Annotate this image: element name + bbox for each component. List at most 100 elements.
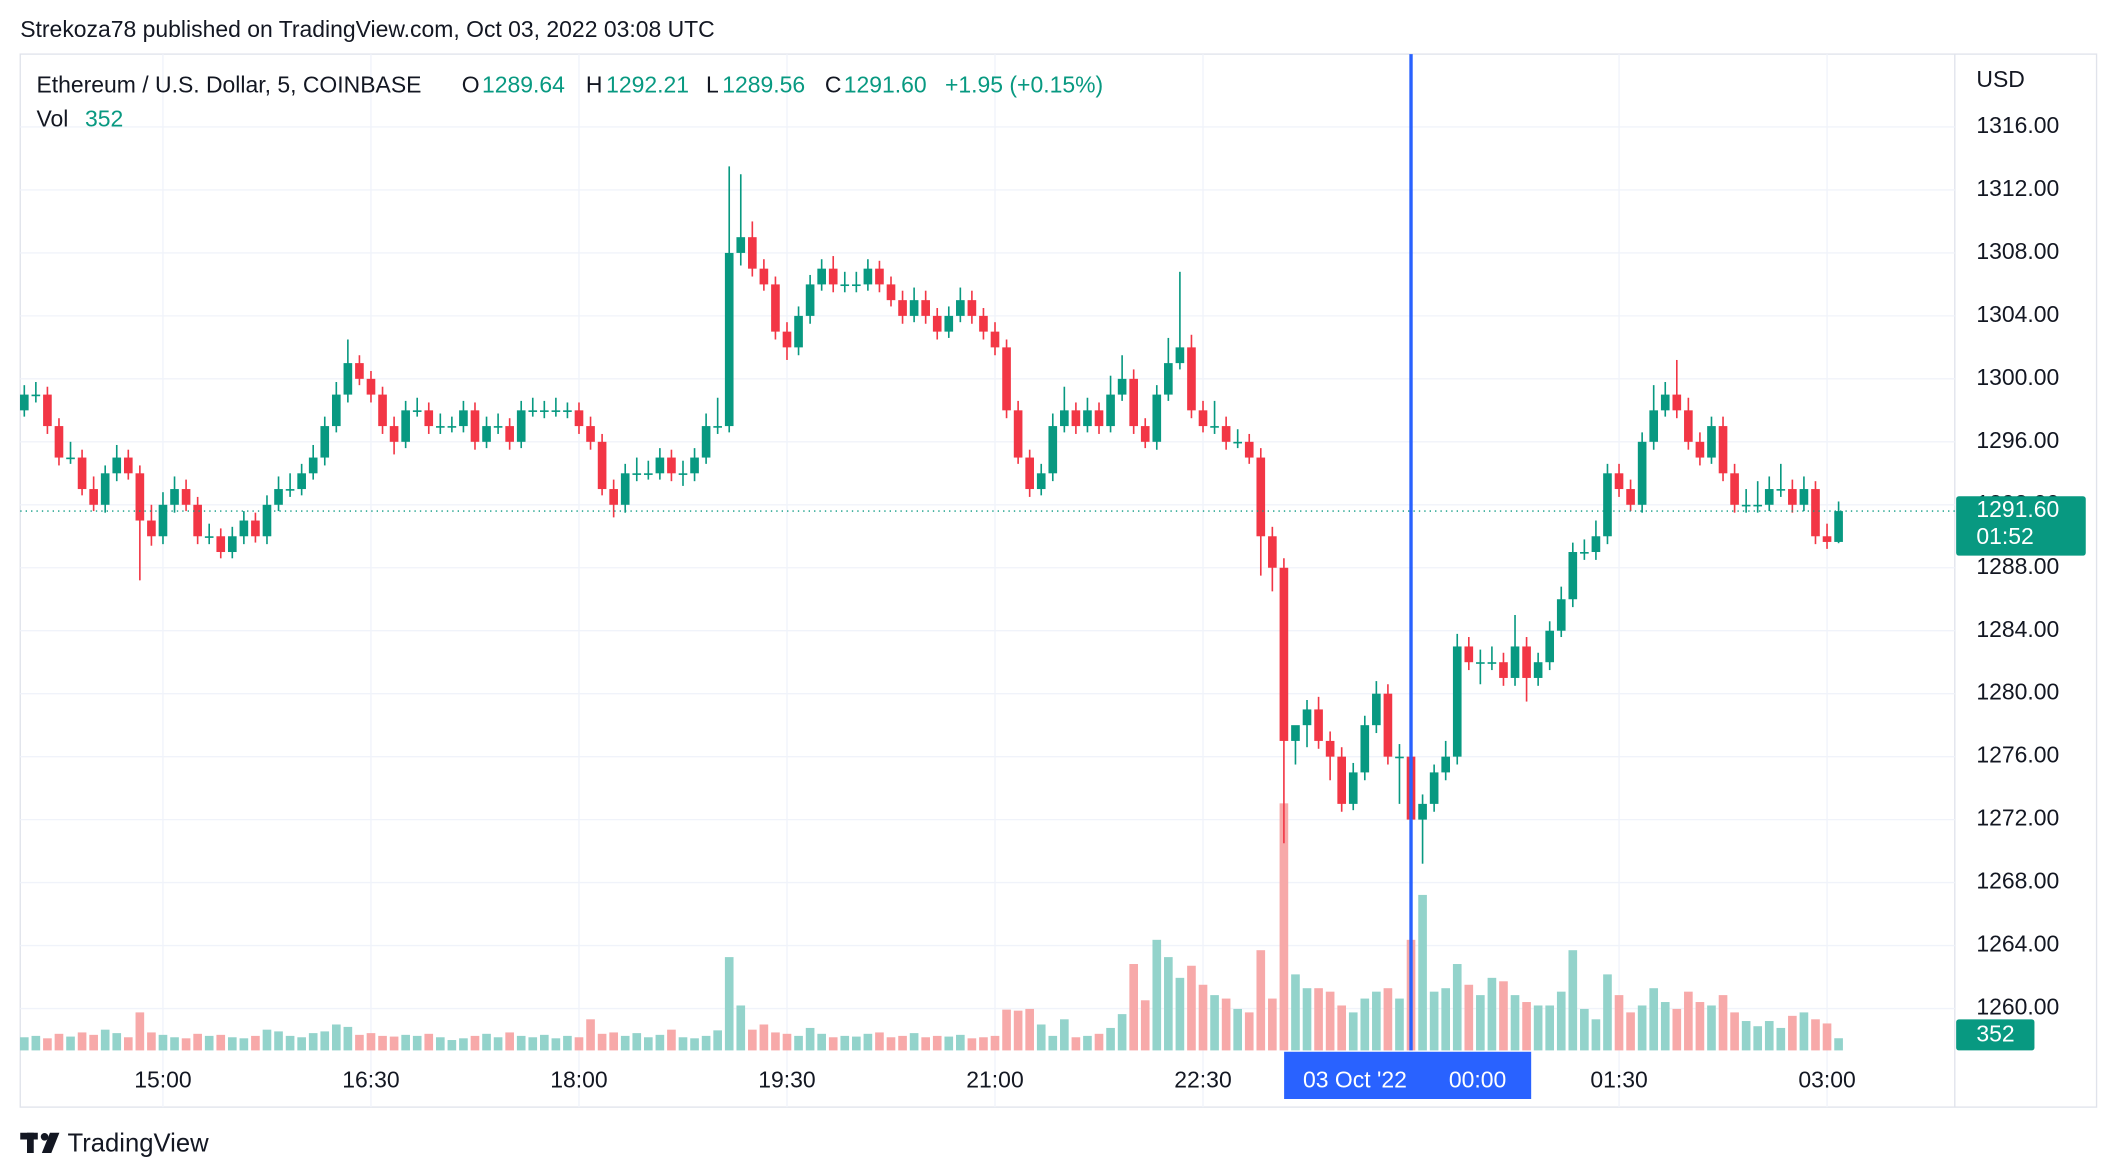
y-tick-label: 1276.00 xyxy=(1976,742,2059,768)
volume-bar xyxy=(1487,977,1497,1051)
candle-body xyxy=(1129,378,1138,427)
volume-bar xyxy=(886,1037,896,1051)
volume-bar xyxy=(644,1037,653,1051)
candle-body xyxy=(251,520,260,537)
y-tick-label: 1272.00 xyxy=(1976,805,2059,831)
candle-body xyxy=(748,237,757,269)
y-tick-label: 1300.00 xyxy=(1976,364,2059,390)
candle-body xyxy=(77,457,87,490)
volume-bar xyxy=(1152,939,1162,1051)
candle-body xyxy=(956,300,965,316)
volume-bar xyxy=(1048,1035,1058,1051)
candle-body xyxy=(840,284,850,287)
volume-bar xyxy=(1348,1012,1358,1051)
candle-body xyxy=(852,284,861,287)
candle-body xyxy=(1117,378,1127,395)
volume-bar xyxy=(239,1038,249,1051)
candle-body xyxy=(609,489,618,505)
x-tick-label: 22:30 xyxy=(1174,1067,1231,1093)
volume-bar xyxy=(1753,1026,1763,1051)
volume-bar xyxy=(1476,995,1485,1051)
volume-bar xyxy=(181,1038,191,1051)
candle-body xyxy=(308,457,318,474)
volume-bar xyxy=(227,1037,237,1051)
volume-bar xyxy=(1556,991,1566,1051)
candle-body xyxy=(1626,489,1635,505)
volume-bar xyxy=(1776,1027,1786,1051)
volume-bar xyxy=(1418,894,1427,1051)
currency: USD xyxy=(1976,66,2024,92)
candle-body xyxy=(1556,599,1566,631)
header: Strekoza78 published on TradingView.com,… xyxy=(20,16,715,42)
candle-body xyxy=(528,410,538,412)
volume-bar xyxy=(1614,995,1624,1051)
candle-body xyxy=(1707,426,1716,458)
y-tick-label: 1260.00 xyxy=(1976,994,2059,1020)
candle-body xyxy=(459,410,468,427)
candle-body xyxy=(1279,567,1289,741)
y-tick-label: 1316.00 xyxy=(1976,112,2059,138)
candle-body xyxy=(1718,426,1728,474)
legend-high: 1292.21 xyxy=(606,72,689,98)
volume-bar xyxy=(1117,1014,1127,1051)
candle-body xyxy=(863,268,873,285)
volume-bar xyxy=(1036,1024,1046,1051)
volume-bar xyxy=(1233,1008,1242,1051)
candle-body xyxy=(1210,426,1219,428)
candle-body xyxy=(1418,803,1427,820)
candle-body xyxy=(1106,394,1115,427)
candle-body xyxy=(1568,552,1578,600)
candle-body xyxy=(262,504,272,537)
volume-bar xyxy=(435,1037,445,1051)
volume-bar xyxy=(990,1035,1000,1051)
volume-label-box xyxy=(1956,1019,2035,1051)
volume-bar xyxy=(1568,950,1578,1051)
candle-body xyxy=(1603,473,1612,537)
candle-body xyxy=(1164,363,1173,395)
candle-body xyxy=(147,520,156,537)
volume-bar xyxy=(1129,964,1138,1051)
candle-body xyxy=(644,473,653,475)
volume-bar xyxy=(967,1038,977,1051)
symbol: Ethereum / U.S. Dollar, 5, COINBASE xyxy=(36,72,421,98)
candle-body xyxy=(1522,646,1531,678)
volume-bar xyxy=(31,1035,41,1051)
candle-body xyxy=(690,457,699,474)
chart-frame xyxy=(19,53,2098,1108)
volume-bar xyxy=(1268,998,1277,1051)
footer-brand: TradingView xyxy=(68,1130,210,1158)
volume-bar xyxy=(43,1038,52,1051)
volume-bar xyxy=(1140,1000,1150,1051)
candle-body xyxy=(1799,489,1809,505)
volume-bar xyxy=(817,1033,826,1051)
volume-bar xyxy=(123,1037,133,1051)
candle-body xyxy=(979,315,988,332)
candle-body xyxy=(1822,536,1832,542)
volume-bar xyxy=(1811,1019,1820,1051)
candle-body xyxy=(19,394,29,411)
volume-bar xyxy=(135,1012,145,1051)
volume-bar xyxy=(921,1037,930,1051)
candle-body xyxy=(1187,347,1196,411)
volume-bar xyxy=(1533,1005,1543,1051)
candle-body xyxy=(227,536,237,553)
candle-body xyxy=(216,536,226,553)
candle-body xyxy=(1476,662,1485,664)
volume-bar xyxy=(701,1035,711,1051)
candle-body xyxy=(1580,552,1589,554)
volume-bar xyxy=(678,1037,688,1051)
candle-body xyxy=(1811,489,1820,537)
candle-body xyxy=(1302,709,1312,726)
volume-bar xyxy=(551,1038,561,1051)
candle-body xyxy=(1094,410,1104,427)
volume-bar xyxy=(1499,981,1508,1051)
candle-body xyxy=(1325,740,1335,757)
candles xyxy=(19,166,1843,864)
candle-body xyxy=(805,284,815,316)
candle-body xyxy=(1487,662,1497,664)
volume-bar xyxy=(1279,803,1289,1051)
candle-body xyxy=(540,410,549,412)
candle-body xyxy=(1291,725,1300,741)
